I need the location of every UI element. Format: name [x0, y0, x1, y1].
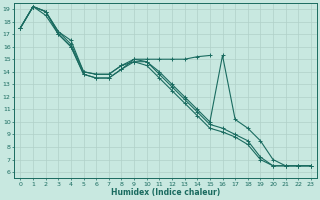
X-axis label: Humidex (Indice chaleur): Humidex (Indice chaleur) — [111, 188, 220, 197]
